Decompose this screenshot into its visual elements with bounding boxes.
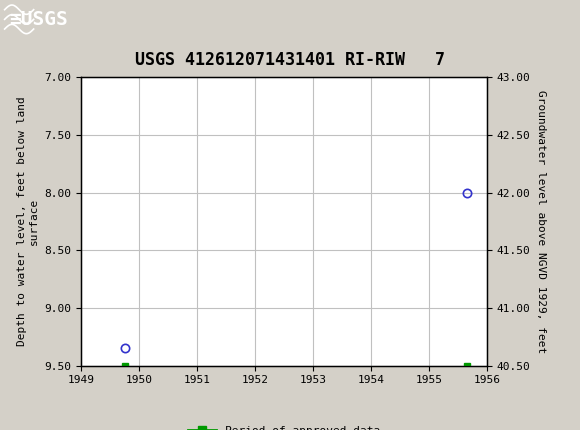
Text: USGS 412612071431401 RI-RIW   7: USGS 412612071431401 RI-RIW 7 [135, 51, 445, 69]
Y-axis label: Groundwater level above NGVD 1929, feet: Groundwater level above NGVD 1929, feet [536, 90, 546, 353]
Y-axis label: Depth to water level, feet below land
surface: Depth to water level, feet below land su… [17, 97, 39, 346]
Legend: Period of approved data: Period of approved data [184, 422, 385, 430]
Text: ≡USGS: ≡USGS [9, 10, 67, 29]
